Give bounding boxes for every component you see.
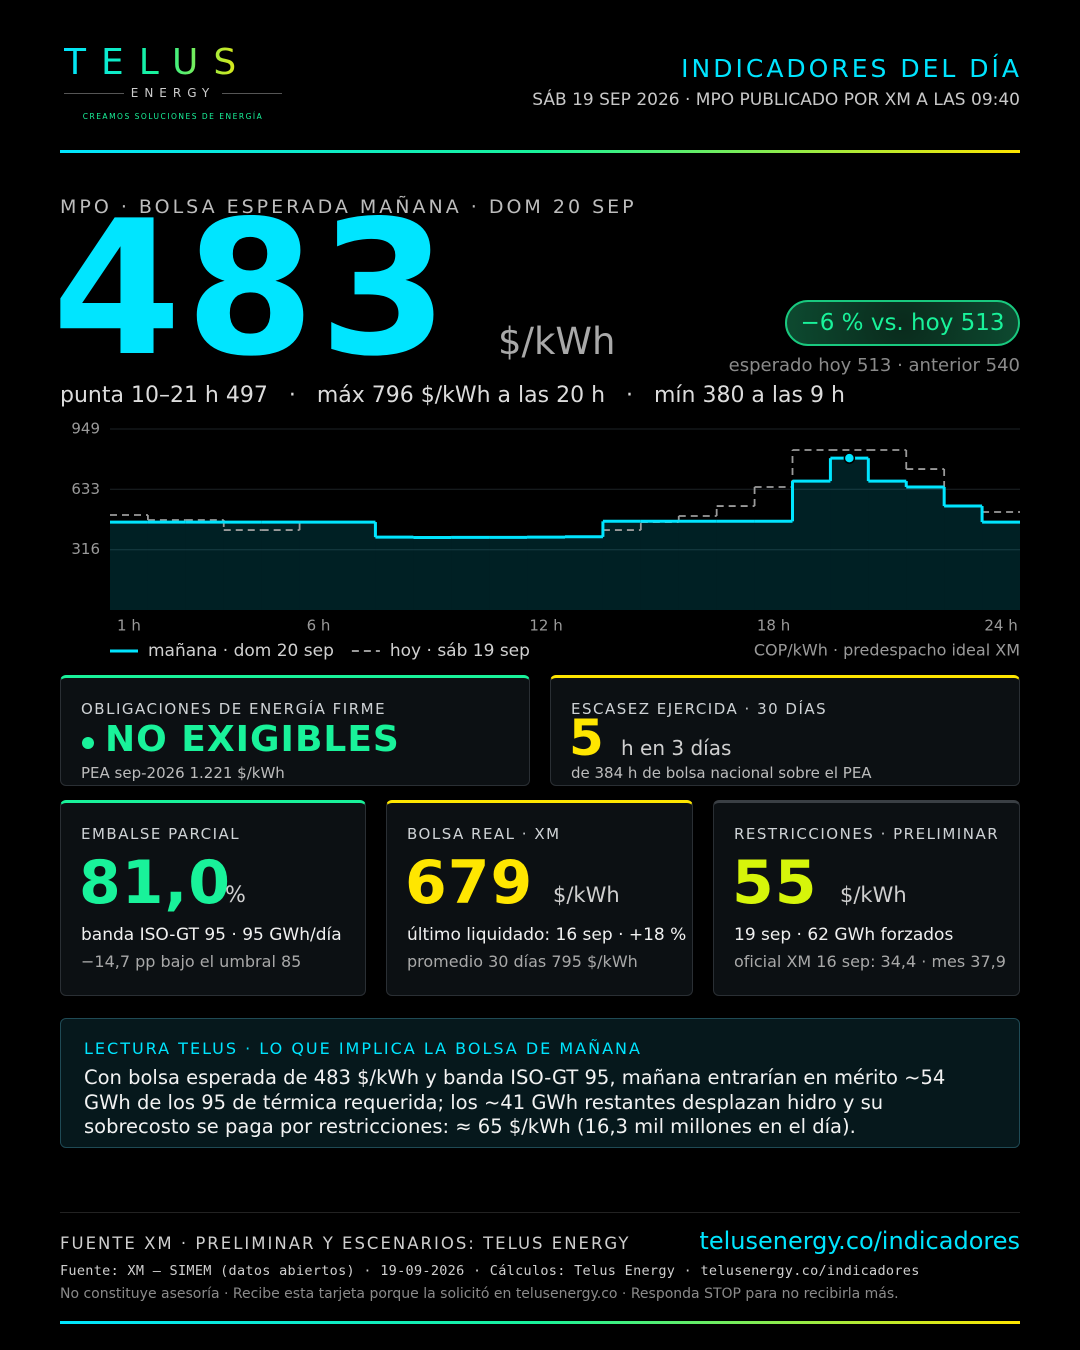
card-note: de 384 h de bolsa nacional sobre el PEA [571, 764, 872, 782]
max-marker [843, 452, 856, 464]
logo-sub: ENERGY [130, 86, 216, 100]
hero-stats: punta 10–21 h 497 · máx 796 $/kWh a las … [60, 383, 845, 408]
card-value: 5 [569, 709, 605, 767]
area-step [640, 521, 679, 610]
card-restrictions: RESTRICCIONES · PRELIMINAR 55 $/kWh 19 s… [713, 800, 1020, 996]
card-unit: $/kWh [553, 883, 620, 907]
card-spot-price: BOLSA REAL · XM 679 $/kWh último liquida… [386, 800, 693, 996]
area-step [147, 522, 186, 610]
footer-credits: Fuente: XM – SIMEM (datos abiertos) · 19… [60, 1263, 920, 1279]
card-value: 81,0 [79, 848, 232, 918]
area-step [261, 522, 300, 610]
card-line: banda ISO-GT 95 · 95 GWh/día [81, 925, 342, 945]
card-firm-energy: OBLIGACIONES DE ENERGÍA FIRME NO EXIGIBL… [60, 675, 530, 786]
footer-source: FUENTE XM · PRELIMINAR Y ESCENARIOS: TEL… [60, 1234, 631, 1253]
x-tick-label: 24 h [984, 617, 1017, 635]
area-step [375, 537, 414, 610]
reading-text: Con bolsa esperada de 483 $/kWh y banda … [84, 1066, 946, 1138]
card-line: 19 sep · 62 GWh forzados [734, 925, 954, 945]
footer-disclaimer: No constituye asesoría · Recibe esta tar… [60, 1286, 899, 1302]
area-step [337, 522, 376, 610]
card-label: EMBALSE PARCIAL [81, 825, 241, 843]
logo: TELUS [64, 42, 252, 83]
price-chart: 316 633 949 1 h 6 h 12 h 18 h 24 h mañana · dom … [71, 420, 1020, 661]
y-tick-label: 633 [71, 480, 100, 498]
card-line: −14,7 pp bajo el umbral 85 [81, 952, 302, 971]
chart-note: COP/kWh · predespacho ideal XM [754, 641, 1020, 660]
card-reservoir: EMBALSE PARCIAL 81,0 % banda ISO-GT 95 ·… [60, 800, 366, 996]
area-step [527, 537, 565, 610]
area-step [754, 521, 793, 610]
reading-box: LECTURA TELUS · LO QUE IMPLICA LA BOLSA … [60, 1018, 1020, 1148]
card-unit: $/kWh [840, 883, 907, 907]
reading-label: LECTURA TELUS · LO QUE IMPLICA LA BOLSA … [84, 1039, 642, 1058]
x-tick-label: 18 h [757, 617, 790, 635]
area-step [413, 537, 452, 610]
page-subtitle: SÁB 19 SEP 2026 · MPO PUBLICADO POR XM A… [532, 90, 1020, 110]
status-dot [82, 737, 94, 749]
card-label: OBLIGACIONES DE ENERGÍA FIRME [81, 700, 387, 718]
card-value: 55 [732, 848, 818, 918]
compare-note: esperado hoy 513 · anterior 540 [728, 355, 1020, 376]
separator [60, 150, 1020, 153]
area-step [110, 522, 148, 610]
y-tick-label: 949 [71, 420, 100, 438]
card-line: último liquidado: 16 sep · +18 % [407, 925, 687, 945]
card-label: RESTRICCIONES · PRELIMINAR [734, 825, 1000, 843]
x-tick-label: 1 h [117, 617, 141, 635]
area-step [678, 521, 717, 610]
area-step [565, 536, 603, 610]
card-line: promedio 30 días 795 $/kWh [407, 952, 638, 971]
card-note: PEA sep-2026 1.221 $/kWh [81, 764, 285, 782]
footer-rule [60, 1212, 1020, 1213]
card-label: BOLSA REAL · XM [407, 825, 561, 843]
card-scarcity: ESCASEZ EJERCIDA · 30 DÍAS 5 h en 3 días… [550, 675, 1020, 786]
y-tick-label: 316 [71, 540, 100, 558]
card-label: ESCASEZ EJERCIDA · 30 DÍAS [571, 700, 828, 718]
area-step [830, 458, 869, 610]
tagline: CREAMOS SOLUCIONES DE ENERGÍA [82, 112, 264, 121]
area-step [944, 506, 983, 610]
area-step [602, 521, 641, 610]
card-unit: h en 3 días [621, 736, 732, 760]
kicker: MPO · BOLSA ESPERADA MAÑANA · DOM 20 SEP [60, 196, 637, 218]
area-step [223, 522, 262, 610]
card-line: oficial XM 16 sep: 34,4 · mes 37,9 [734, 952, 1006, 971]
footer-link[interactable]: telusenergy.co/indicadores [699, 1227, 1020, 1255]
separator [60, 1321, 1020, 1324]
legend-label: mañana · dom 20 sep [148, 641, 334, 661]
area-step [716, 521, 755, 610]
card-value: NO EXIGIBLES [105, 719, 400, 760]
page-title: INDICADORES DEL DÍA [681, 54, 1022, 83]
area-step [185, 522, 224, 610]
hero-unit: $/kWh [498, 320, 616, 363]
x-tick-label: 6 h [307, 617, 331, 635]
hero-value: 483 [52, 180, 453, 397]
area-step [489, 537, 528, 610]
area-step [451, 537, 490, 610]
area-step [982, 522, 1020, 610]
logo-rule [222, 93, 282, 94]
x-tick-label: 12 h [529, 617, 562, 635]
area-step [792, 481, 831, 610]
logo-rule [64, 93, 124, 94]
card-unit: % [225, 883, 246, 908]
change-badge: −6 % vs. hoy 513 [785, 300, 1020, 346]
card-value: 679 [405, 848, 534, 918]
area-step [868, 481, 907, 610]
legend-label: hoy · sáb 19 sep [390, 641, 530, 661]
area-step [906, 486, 945, 610]
area-step [299, 522, 338, 610]
